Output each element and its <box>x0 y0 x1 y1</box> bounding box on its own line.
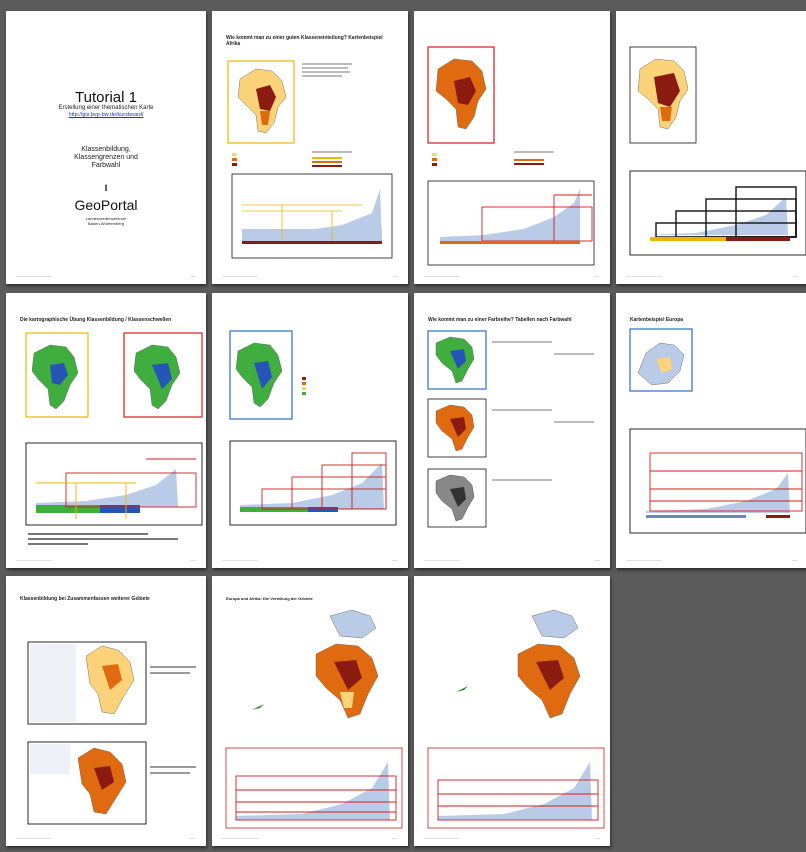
page-footer: ———————————— —— <box>424 274 600 278</box>
author-line-1: Landesmedienzentrum <box>85 216 127 221</box>
page-footer: ———————————— —— <box>222 836 398 840</box>
page-7-content <box>427 330 594 528</box>
page-heading: Klassenbildung bei Zusammenfassen weiter… <box>20 596 150 602</box>
page-footer: ———————————— —— <box>16 274 196 278</box>
topic-line-2: Klassengrenzen und <box>74 154 138 161</box>
page-thumbnail-7[interactable]: Wie kommt man zu einer Farbreihe? Tabell… <box>414 293 610 568</box>
page-10-content <box>225 609 403 829</box>
page-heading: Kartenbeispiel Europa <box>630 317 684 323</box>
page-heading: Die kartographische Übung Klassenbildung… <box>20 317 172 323</box>
page-thumbnail-9[interactable]: Klassenbildung bei Zusammenfassen weiter… <box>6 576 206 846</box>
page-6-content <box>229 330 397 526</box>
page-thumbnail-8[interactable]: Kartenbeispiel Europa ———————————— —— <box>616 293 806 568</box>
page-3-content <box>427 46 595 266</box>
tutorial-title: Tutorial 1 <box>75 89 137 106</box>
page-thumbnail-3[interactable]: ———————————— —— <box>414 11 610 284</box>
tutorial-link[interactable]: http://gis.bvp-bw.de/kursboard/ <box>68 112 144 118</box>
page-8-content <box>629 328 806 534</box>
page-footer: ———————————— —— <box>626 558 798 562</box>
tutorial-topics: Klassenbildung, Klassengrenzen und Farbw… <box>6 146 206 170</box>
page-11-content <box>427 609 605 829</box>
page-thumbnail-10[interactable]: Europa und Afrika: Die Verteilung der Ge… <box>212 576 408 846</box>
page-footer: ———————————— —— <box>626 274 798 278</box>
page-heading: Wie kommt man zu einer Farbreihe? Tabell… <box>428 317 572 323</box>
author-block: Landesmedienzentrum Baden-Württemberg <box>6 216 206 226</box>
page-thumbnail-2[interactable]: Wie kommt man zu einer guten Klasseneint… <box>212 11 408 284</box>
topic-line-1: Klassenbildung, <box>81 146 131 153</box>
page-thumbnail-4[interactable]: ———————————— —— <box>616 11 806 284</box>
page-thumbnail-11[interactable]: ———————————— —— <box>414 576 610 846</box>
page-thumbnail-5[interactable]: Die kartographische Übung Klassenbildung… <box>6 293 206 568</box>
author-line-2: Baden-Württemberg <box>87 221 124 226</box>
page-heading: Europa und Afrika: Die Verteilung der Ge… <box>226 596 313 601</box>
page-footer: ———————————— —— <box>222 558 398 562</box>
page-5-content <box>25 332 203 545</box>
page-4-content <box>629 46 806 256</box>
page-9-content <box>27 641 196 825</box>
page-footer: ———————————— —— <box>424 558 600 562</box>
separator-mark: I <box>104 183 108 193</box>
page-footer: ———————————— —— <box>16 558 196 562</box>
page-thumbnail-6[interactable]: ———————————— —— <box>212 293 408 568</box>
page-footer: ———————————— —— <box>424 836 600 840</box>
sorted-bars <box>242 189 382 241</box>
page-footer: ———————————— —— <box>222 274 398 278</box>
tutorial-subtitle: Erstellung einer thematischen Karte <box>58 105 154 111</box>
geoportal-title: GeoPortal <box>74 197 138 213</box>
page-2-content <box>227 60 393 259</box>
page-heading: Wie kommt man zu einer guten Klasseneint… <box>226 35 383 47</box>
page-footer: ———————————— —— <box>16 836 196 840</box>
topic-line-3: Farbwahl <box>91 162 121 169</box>
page-thumbnail-1[interactable]: Tutorial 1 Erstellung einer thematischen… <box>6 11 206 284</box>
